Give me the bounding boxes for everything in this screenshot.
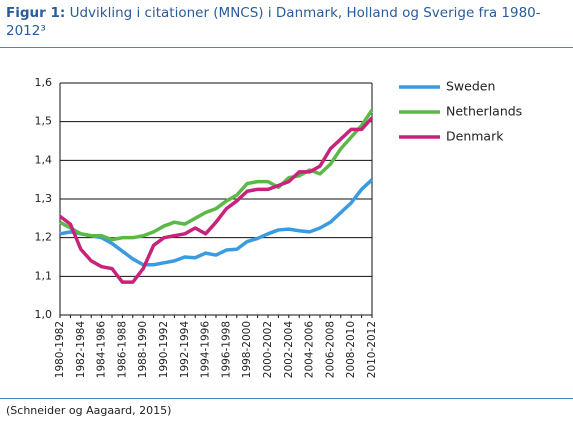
x-tick-label: 2002-2004	[283, 321, 295, 379]
x-tick-label: 1980-1982	[54, 321, 66, 378]
x-tick-label: 2006-2008	[324, 321, 336, 378]
x-tick-label: 1996-1998	[220, 321, 232, 378]
y-tick-label: 1,5	[35, 115, 53, 128]
y-tick-label: 1,6	[35, 76, 53, 89]
legend-label: Denmark	[446, 129, 504, 144]
source: (Schneider og Aagaard, 2015)	[6, 404, 172, 417]
y-tick-label: 1,2	[35, 231, 53, 244]
x-tick-label: 1984-1986	[96, 321, 108, 379]
x-tick-label: 1994-1996	[200, 321, 212, 379]
x-tick-label: 2004-2006	[304, 321, 316, 379]
series-line	[58, 116, 374, 284]
y-tick-label: 1,0	[35, 308, 53, 321]
legend-label: Sweden	[446, 79, 495, 94]
chart: 1,0 1,1 1,2 1,3 1,4 1,5 1,6 1980-1982 1982-1984 1…	[35, 76, 523, 379]
y-tick-label: 1,1	[35, 269, 53, 282]
y-tick-label: 1,4	[35, 153, 53, 166]
series-line	[59, 109, 374, 242]
bottom-rule	[0, 398, 573, 399]
chart-title: Udvikling i citationer (MNCS) i Danmark,…	[6, 5, 541, 39]
x-tick-label: 2010-2012	[366, 321, 378, 378]
x-tick-label: 2000-2002	[262, 321, 274, 378]
legend-label: Netherlands	[446, 104, 522, 119]
x-tick-label: 2008-2010	[345, 321, 357, 378]
x-tick-label: 1998-2000	[241, 321, 253, 378]
title-label: Figur 1:	[6, 5, 66, 21]
top-rule	[0, 47, 573, 48]
title: Figur 1: Udvikling i citationer (MNCS) i…	[6, 4, 561, 40]
y-tick-label: 1,3	[35, 192, 53, 205]
series-line	[59, 178, 374, 267]
x-tick-label: 1990-1992	[158, 321, 170, 378]
x-tick-label: 1992-1994	[179, 321, 191, 379]
x-tick-label: 1986-1988	[116, 321, 128, 378]
x-tick-label: 1982-1984	[75, 321, 87, 379]
x-tick-label: 1988-1990	[137, 321, 149, 378]
